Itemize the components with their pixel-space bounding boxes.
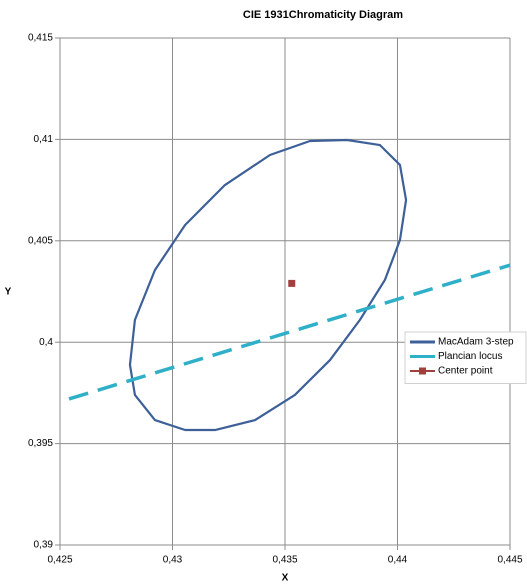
- x-tick-label: 0,435: [272, 555, 297, 566]
- legend-label: MacAdam 3-step: [438, 337, 514, 348]
- y-tick-label: 0,415: [28, 33, 53, 44]
- x-tick-label: 0,43: [163, 555, 183, 566]
- y-tick-label: 0,39: [34, 540, 54, 551]
- center-marker: [288, 279, 296, 287]
- y-tick-label: 0,405: [28, 235, 53, 246]
- y-tick-label: 0,395: [28, 438, 53, 449]
- series-line: [128, 138, 408, 432]
- y-tick-label: 0,41: [34, 134, 54, 145]
- legend-marker: [419, 367, 426, 375]
- series-line: [68, 263, 511, 401]
- chart-title: CIE 1931Chromaticity Diagram: [243, 9, 403, 21]
- x-tick-label: 0,44: [388, 555, 408, 566]
- x-tick-label: 0,445: [497, 555, 522, 566]
- x-tick-label: 0,425: [47, 555, 72, 566]
- y-tick-label: 0,4: [39, 337, 53, 348]
- x-axis-title: X: [282, 573, 289, 584]
- y-axis-title: Y: [5, 287, 12, 298]
- legend-label: Plancian locus: [438, 351, 502, 362]
- legend-label: Center point: [438, 366, 493, 377]
